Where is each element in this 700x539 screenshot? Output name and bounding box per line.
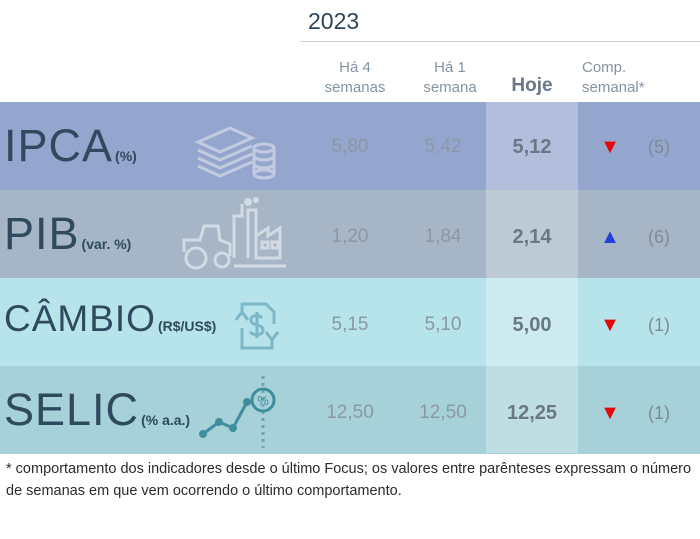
money-stack-icon <box>194 126 276 180</box>
indicator-unit: (var. %) <box>81 236 132 252</box>
table-row-selic: SELIC (% a.a.) % 12,50 12,50 12,25 ▼ (1) <box>0 366 700 454</box>
indicator-label: IPCA <box>4 120 114 171</box>
value-today: 12,25 <box>506 402 558 424</box>
value-today: 5,12 <box>512 136 552 158</box>
indicator-label: PIB <box>4 208 80 259</box>
value-4-weeks-ago: 5,15 <box>331 314 369 335</box>
value-1-week-ago: 1,84 <box>424 226 462 247</box>
column-header-1-week-line2: semana <box>423 79 477 96</box>
value-4-weeks-ago: 1,20 <box>331 226 369 247</box>
currency-exchange-icon <box>234 302 280 350</box>
weeks-count: (1) <box>648 403 670 423</box>
value-today: 5,00 <box>512 314 552 336</box>
table-row-cambio: CÂMBIO (R$/US$) 5,15 5,10 5,00 ▼ (1) <box>0 278 700 366</box>
rate-chart-icon: % <box>199 376 276 448</box>
today-column-highlight <box>486 43 578 453</box>
indicator-label: CÂMBIO <box>4 298 156 339</box>
weeks-count: (1) <box>648 315 670 335</box>
svg-text:%: % <box>257 393 269 408</box>
year-divider <box>300 41 700 42</box>
value-1-week-ago: 12,50 <box>419 402 467 423</box>
value-4-weeks-ago: 12,50 <box>326 402 374 423</box>
indicator-name: CÂMBIO (R$/US$) <box>4 298 216 340</box>
indicator-unit: (% a.a.) <box>141 412 191 428</box>
table-row-pib: PIB (var. %) 1,20 1,84 2,14 ▲ (6) <box>0 190 700 278</box>
trend-up-icon: ▲ <box>600 226 620 248</box>
trend-down-icon: ▼ <box>600 136 620 158</box>
indicator-unit: (R$/US$) <box>157 318 217 334</box>
table-year: 2023 <box>308 8 360 34</box>
column-header-1-week: Há 1 semana <box>405 58 495 98</box>
indicator-name: IPCA (%) <box>4 120 137 172</box>
column-header-4-weeks-line2: semanas <box>324 79 386 96</box>
trend-down-icon: ▼ <box>600 402 620 424</box>
column-header-weekly-comparison: Comp. semanal* <box>582 58 678 98</box>
value-4-weeks-ago: 5,80 <box>331 136 369 157</box>
column-header-4-weeks: Há 4 semanas <box>305 58 405 98</box>
value-today: 2,14 <box>512 226 552 248</box>
trend-down-icon: ▼ <box>600 314 620 336</box>
weeks-count: (6) <box>648 227 670 247</box>
column-header-4-weeks-line1: Há 4 <box>339 59 371 76</box>
column-header-comp-line2: semanal* <box>582 79 645 96</box>
footnote: * comportamento dos indicadores desde o … <box>6 461 692 499</box>
value-1-week-ago: 5,42 <box>424 136 462 157</box>
indicator-label: SELIC <box>4 384 140 435</box>
weeks-count: (5) <box>648 137 670 157</box>
factory-tractor-icon <box>182 197 286 270</box>
column-header-today: Hoje <box>511 75 553 96</box>
indicator-name: PIB (var. %) <box>4 208 131 260</box>
table-row-ipca: IPCA (%) 5,80 5,42 5,12 ▼ (5) <box>0 102 700 190</box>
value-1-week-ago: 5,10 <box>424 314 462 335</box>
indicator-unit: (%) <box>115 148 137 164</box>
indicator-name: SELIC (% a.a.) <box>4 384 190 436</box>
column-header-1-week-line1: Há 1 <box>434 59 466 76</box>
column-header-comp-line1: Comp. <box>582 59 627 76</box>
